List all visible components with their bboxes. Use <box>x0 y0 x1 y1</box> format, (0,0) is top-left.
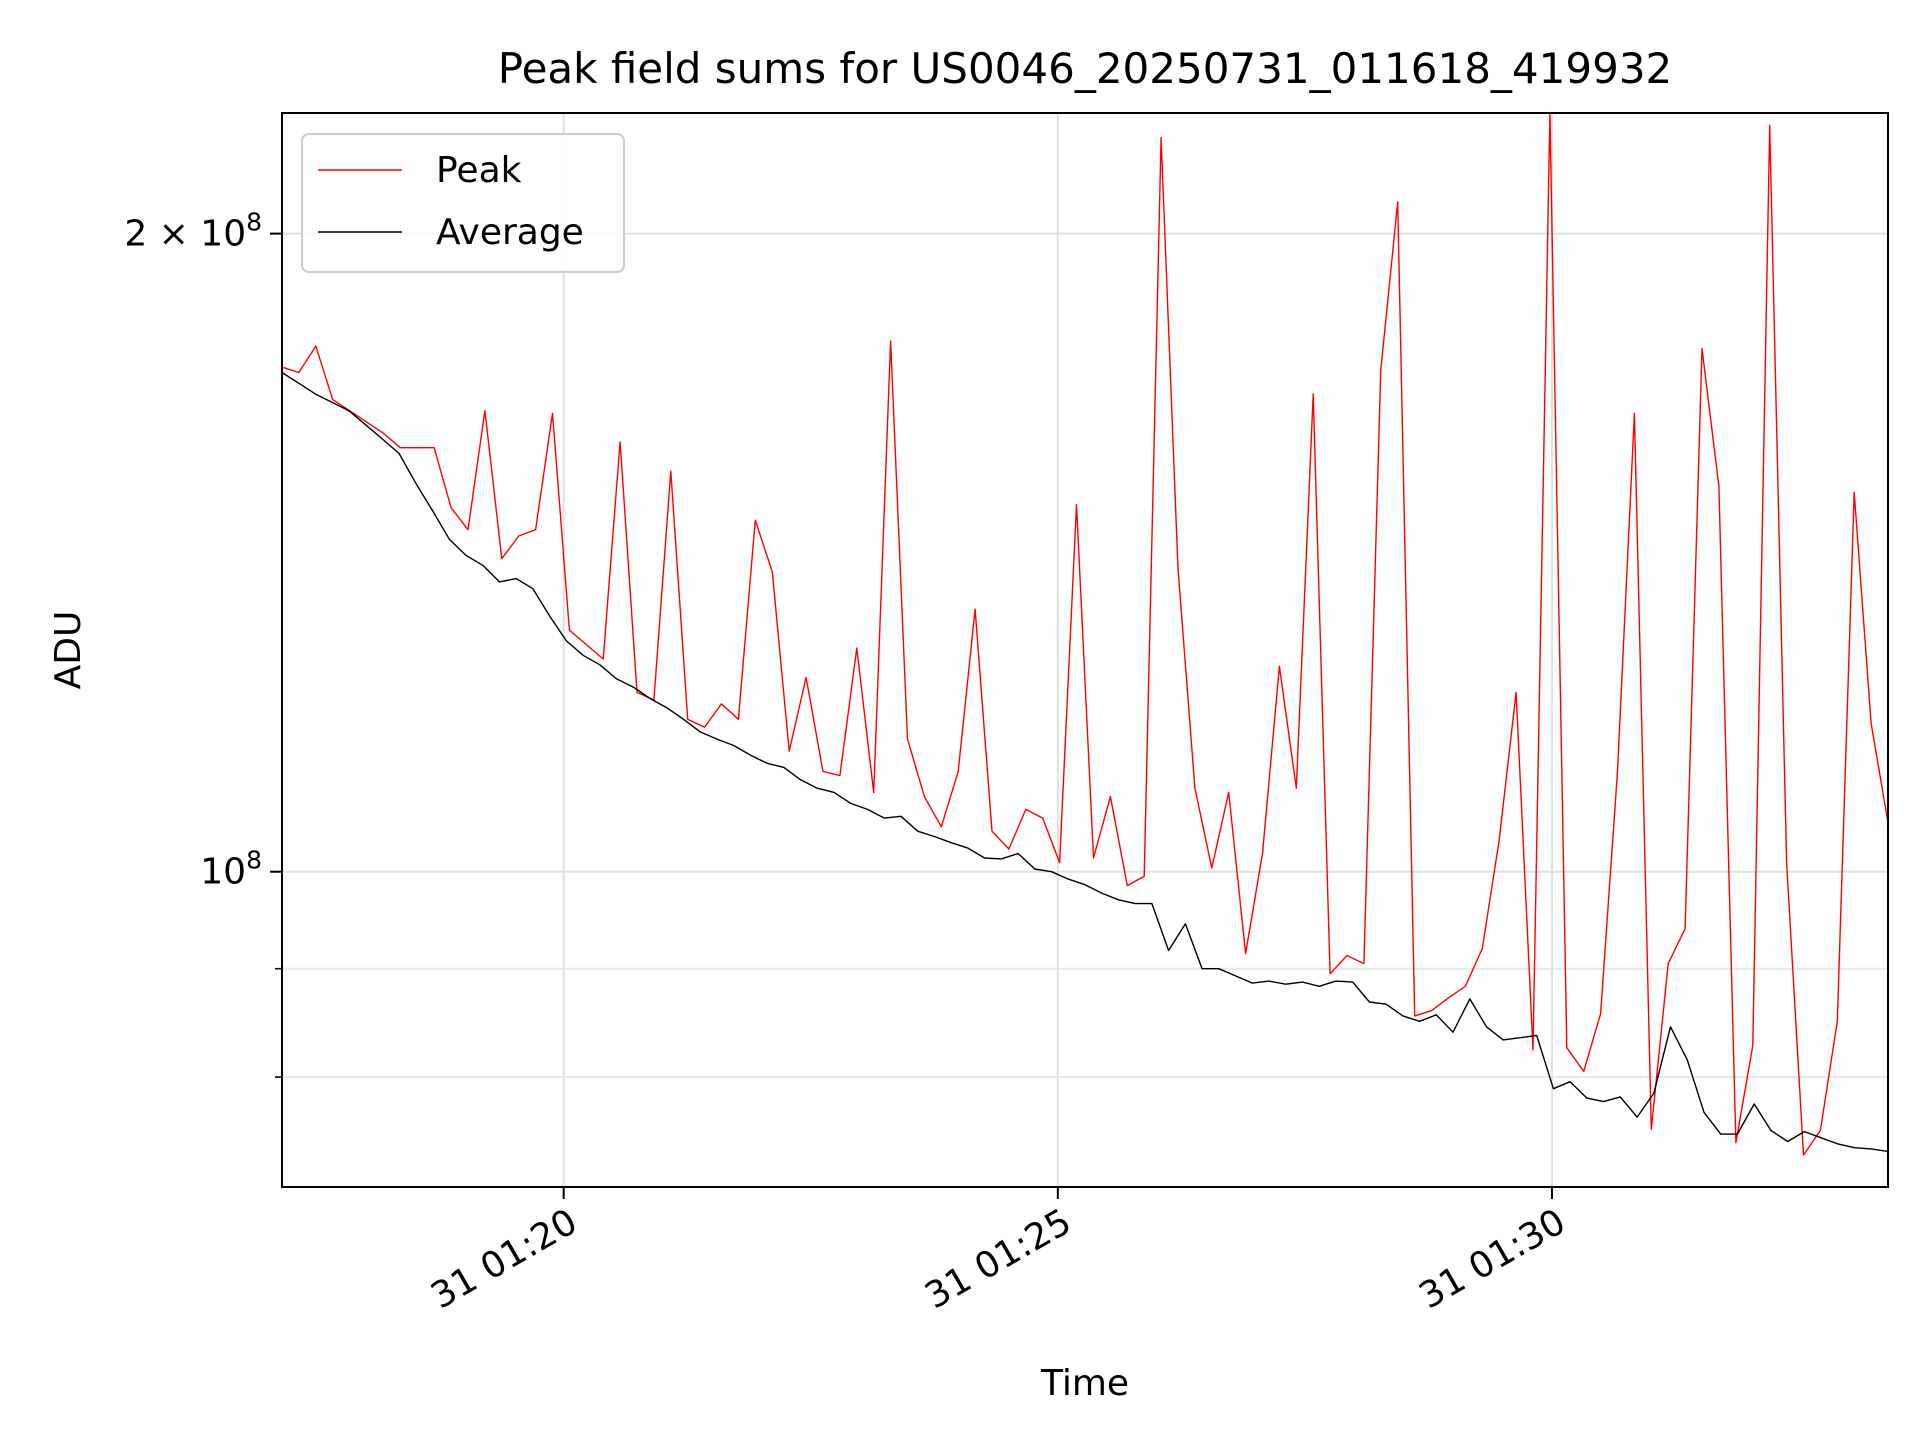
legend-peak-label: Peak <box>436 150 522 191</box>
series-average-line <box>282 371 1888 1153</box>
series-lines <box>282 113 1888 1156</box>
legend-average-label: Average <box>436 212 584 253</box>
chart-title: Peak field sums for US0046_20250731_0116… <box>498 44 1673 93</box>
legend: Peak Average <box>301 133 625 273</box>
y-tick-label: 108 <box>200 846 262 893</box>
y-tick-label: 2 × 108 <box>124 208 262 255</box>
x-axis-label: Time <box>1040 1363 1129 1404</box>
legend-box <box>301 133 625 273</box>
series-peak-line <box>282 113 1888 1156</box>
plot-frame <box>281 112 1889 1188</box>
y-axis-label: ADU <box>48 611 89 690</box>
